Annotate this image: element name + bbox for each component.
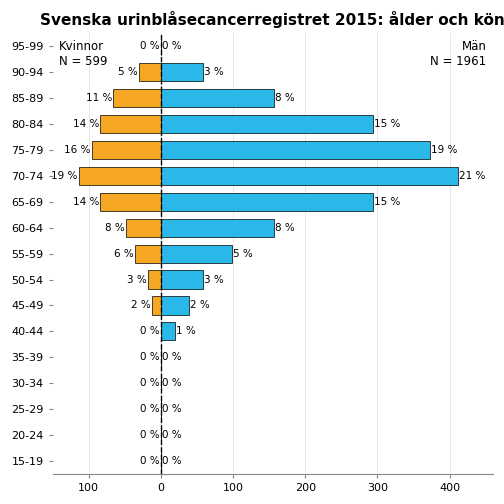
Bar [92, 141, 161, 159]
Title: Svenska urinblåsecancerregistret 2015: ålder och kön: Svenska urinblåsecancerregistret 2015: å… [40, 11, 504, 28]
Text: 5 %: 5 % [118, 68, 138, 77]
Bar [126, 219, 161, 237]
Text: 0 %: 0 % [140, 378, 160, 388]
Text: 0 %: 0 % [162, 456, 181, 466]
Bar [161, 167, 458, 185]
Text: 15 %: 15 % [374, 119, 401, 129]
Text: 19 %: 19 % [431, 145, 457, 155]
Text: 0 %: 0 % [162, 352, 181, 362]
Text: 3 %: 3 % [127, 275, 147, 285]
Text: Män
N = 1961: Män N = 1961 [430, 40, 486, 68]
Text: 1 %: 1 % [176, 327, 196, 336]
Bar [100, 193, 161, 211]
Text: 3 %: 3 % [204, 68, 224, 77]
Text: 0 %: 0 % [140, 327, 160, 336]
Bar [161, 244, 231, 263]
Text: 0 %: 0 % [140, 430, 160, 440]
Text: 11 %: 11 % [86, 93, 112, 103]
Bar [161, 296, 189, 314]
Text: 0 %: 0 % [140, 456, 160, 466]
Bar [161, 115, 373, 133]
Text: 5 %: 5 % [233, 248, 253, 259]
Text: 2 %: 2 % [190, 300, 210, 310]
Bar [161, 63, 203, 81]
Text: 0 %: 0 % [140, 41, 160, 51]
Text: 19 %: 19 % [51, 171, 78, 181]
Bar [79, 167, 161, 185]
Bar [148, 271, 161, 289]
Text: 16 %: 16 % [64, 145, 91, 155]
Text: 8 %: 8 % [275, 93, 295, 103]
Text: 3 %: 3 % [204, 275, 224, 285]
Bar [139, 63, 161, 81]
Text: 0 %: 0 % [140, 352, 160, 362]
Text: 0 %: 0 % [140, 404, 160, 414]
Text: 0 %: 0 % [162, 378, 181, 388]
Text: Kvinnor
N = 599: Kvinnor N = 599 [59, 40, 108, 68]
Text: 14 %: 14 % [73, 197, 99, 207]
Text: 21 %: 21 % [459, 171, 485, 181]
Bar [161, 219, 274, 237]
Bar [113, 89, 161, 107]
Bar [161, 141, 430, 159]
Text: 14 %: 14 % [73, 119, 99, 129]
Bar [100, 115, 161, 133]
Bar [161, 322, 175, 340]
Bar [161, 89, 274, 107]
Text: 0 %: 0 % [162, 430, 181, 440]
Text: 0 %: 0 % [162, 404, 181, 414]
Bar [152, 296, 161, 314]
Bar [135, 244, 161, 263]
Text: 15 %: 15 % [374, 197, 401, 207]
Text: 8 %: 8 % [275, 223, 295, 233]
Text: 6 %: 6 % [114, 248, 134, 259]
Text: 2 %: 2 % [132, 300, 151, 310]
Text: 8 %: 8 % [105, 223, 125, 233]
Bar [161, 193, 373, 211]
Text: 0 %: 0 % [162, 41, 181, 51]
Bar [161, 271, 203, 289]
